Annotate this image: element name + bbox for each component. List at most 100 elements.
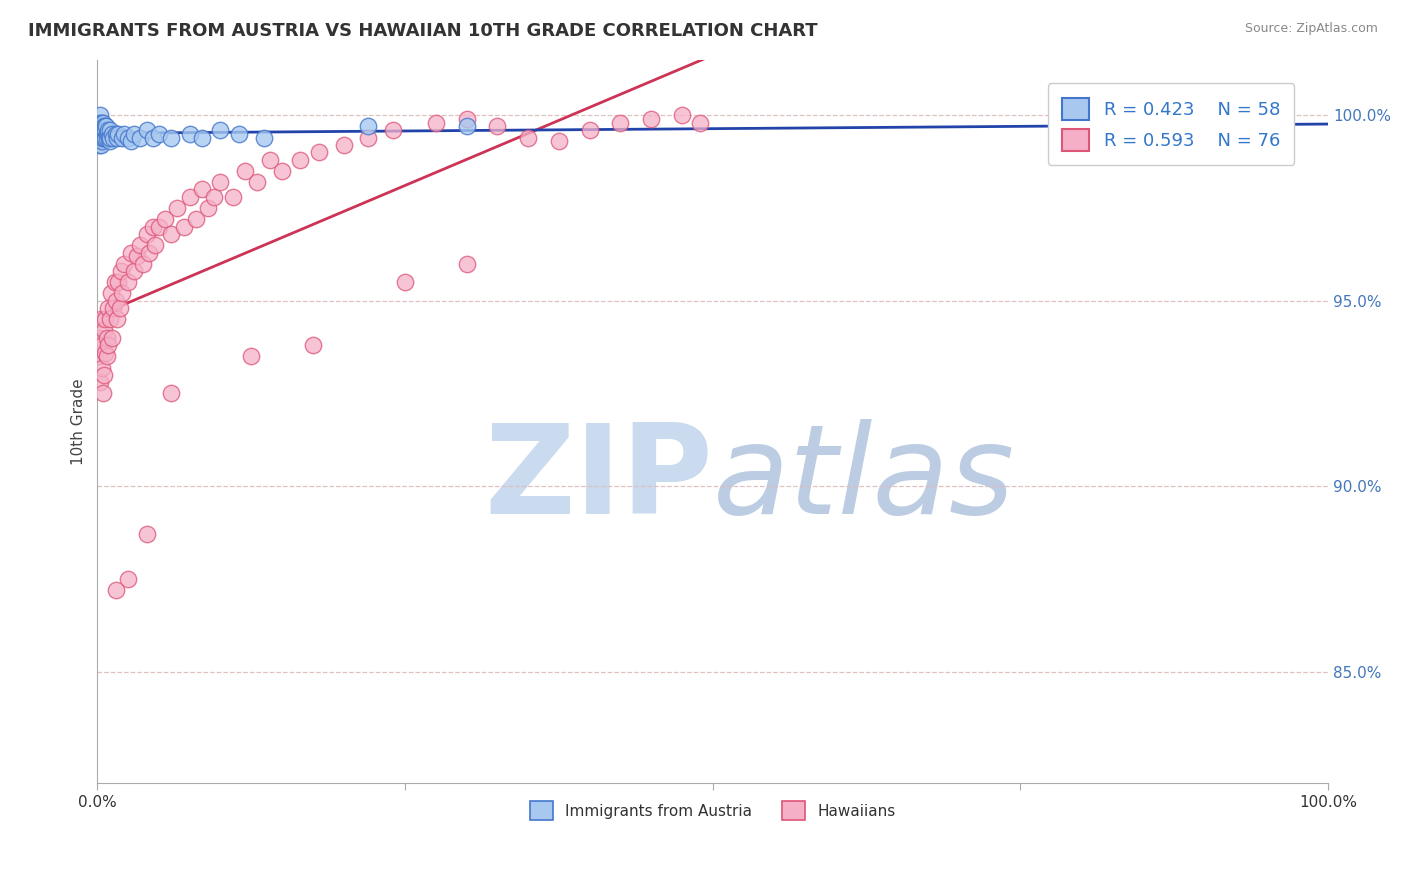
Point <box>425 116 447 130</box>
Point <box>111 130 134 145</box>
Point <box>160 386 183 401</box>
Point <box>93 130 115 145</box>
Point <box>101 331 124 345</box>
Point <box>166 201 188 215</box>
Point <box>179 127 201 141</box>
Point <box>112 127 135 141</box>
Point <box>578 123 600 137</box>
Point <box>209 175 232 189</box>
Point <box>105 312 128 326</box>
Point <box>456 120 478 134</box>
Point <box>228 127 250 141</box>
Point <box>143 238 166 252</box>
Point <box>120 245 142 260</box>
Point <box>148 127 170 141</box>
Point <box>110 264 132 278</box>
Point <box>94 312 117 326</box>
Point <box>135 527 157 541</box>
Text: IMMIGRANTS FROM AUSTRIA VS HAWAIIAN 10TH GRADE CORRELATION CHART: IMMIGRANTS FROM AUSTRIA VS HAWAIIAN 10TH… <box>28 22 818 40</box>
Point <box>125 249 148 263</box>
Point <box>135 227 157 241</box>
Point <box>89 350 111 364</box>
Point <box>96 127 118 141</box>
Point <box>90 134 112 148</box>
Point <box>94 120 117 134</box>
Point <box>91 116 114 130</box>
Point <box>117 572 139 586</box>
Text: ZIP: ZIP <box>484 418 713 540</box>
Point <box>93 120 115 134</box>
Point <box>89 116 111 130</box>
Point <box>233 164 256 178</box>
Legend: Immigrants from Austria, Hawaiians: Immigrants from Austria, Hawaiians <box>523 795 901 826</box>
Point <box>89 120 111 134</box>
Point <box>301 338 323 352</box>
Point <box>97 127 120 141</box>
Point <box>98 130 121 145</box>
Point <box>93 130 115 145</box>
Point <box>197 201 219 215</box>
Point <box>191 130 214 145</box>
Point <box>124 264 146 278</box>
Point <box>112 257 135 271</box>
Point <box>93 323 115 337</box>
Point <box>90 123 112 137</box>
Point <box>394 275 416 289</box>
Point <box>202 190 225 204</box>
Point <box>98 130 121 145</box>
Point <box>91 123 114 137</box>
Point <box>381 123 404 137</box>
Point <box>87 137 110 152</box>
Point <box>129 238 152 252</box>
Point <box>89 130 111 145</box>
Point <box>111 286 134 301</box>
Point <box>89 108 111 122</box>
Point <box>96 331 118 345</box>
Point <box>93 368 115 382</box>
Point <box>97 301 120 315</box>
Point <box>90 127 112 141</box>
Point <box>240 350 263 364</box>
Point <box>104 293 127 308</box>
Point <box>91 130 114 145</box>
Point <box>97 123 120 137</box>
Point <box>308 145 330 160</box>
Point <box>98 312 121 326</box>
Point <box>222 190 245 204</box>
Point <box>89 331 111 345</box>
Point <box>87 120 110 134</box>
Point <box>105 130 128 145</box>
Point <box>94 123 117 137</box>
Point <box>357 130 380 145</box>
Point <box>173 219 195 234</box>
Point <box>689 116 711 130</box>
Point <box>179 190 201 204</box>
Point <box>160 227 183 241</box>
Point <box>246 175 269 189</box>
Point <box>93 123 115 137</box>
Point <box>90 120 112 134</box>
Point <box>129 130 152 145</box>
Point <box>93 345 115 359</box>
Text: Source: ZipAtlas.com: Source: ZipAtlas.com <box>1244 22 1378 36</box>
Point <box>96 350 118 364</box>
Point <box>120 134 142 148</box>
Point <box>90 312 112 326</box>
Point <box>90 360 112 375</box>
Point <box>90 137 112 152</box>
Point <box>148 219 170 234</box>
Point <box>90 116 112 130</box>
Point <box>486 120 509 134</box>
Point <box>252 130 274 145</box>
Point <box>98 123 121 137</box>
Point <box>89 123 111 137</box>
Point <box>271 164 294 178</box>
Point <box>184 212 207 227</box>
Y-axis label: 10th Grade: 10th Grade <box>72 378 86 465</box>
Point <box>103 275 125 289</box>
Point <box>142 130 165 145</box>
Point <box>191 182 214 196</box>
Point <box>97 338 120 352</box>
Point <box>98 134 121 148</box>
Point <box>100 286 122 301</box>
